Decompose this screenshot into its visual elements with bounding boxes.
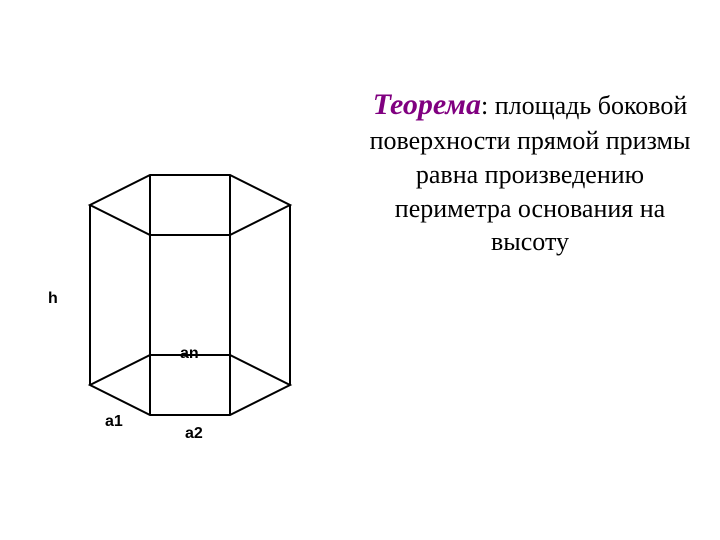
prism-diagram — [60, 170, 320, 450]
prism-bottom-face — [90, 355, 290, 415]
prism-top-face — [90, 175, 290, 235]
label-an: an — [180, 345, 199, 363]
page-root: h an a1 a2 Теорема: площадь боковой пове… — [0, 0, 720, 540]
label-h: h — [48, 290, 58, 308]
theorem-title: Теорема — [373, 88, 481, 121]
theorem-block: Теорема: площадь боковой поверхности пря… — [365, 85, 695, 259]
label-a1: a1 — [105, 413, 123, 431]
prism-svg — [60, 170, 320, 450]
label-a2: a2 — [185, 425, 203, 443]
